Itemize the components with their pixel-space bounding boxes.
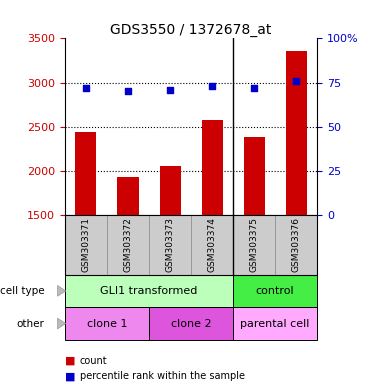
Text: GSM303371: GSM303371: [82, 217, 91, 272]
Text: GSM303372: GSM303372: [124, 217, 132, 272]
Text: cell type: cell type: [0, 286, 45, 296]
Bar: [201, 120, 223, 215]
Bar: [75, 132, 96, 215]
Text: count: count: [80, 356, 107, 366]
Bar: [118, 177, 138, 215]
Text: GSM303373: GSM303373: [165, 217, 174, 272]
Title: GDS3550 / 1372678_at: GDS3550 / 1372678_at: [111, 23, 272, 37]
Text: parental cell: parental cell: [240, 318, 310, 329]
Point: [293, 78, 299, 84]
Text: GSM303376: GSM303376: [292, 217, 301, 272]
Bar: [286, 51, 307, 215]
Text: ■: ■: [65, 371, 75, 381]
Text: other: other: [17, 318, 45, 329]
Point: [167, 86, 173, 93]
Point: [125, 88, 131, 94]
Text: clone 1: clone 1: [87, 318, 127, 329]
Point: [251, 85, 257, 91]
Text: GSM303375: GSM303375: [250, 217, 259, 272]
Text: ■: ■: [65, 356, 75, 366]
Text: control: control: [256, 286, 295, 296]
Text: clone 2: clone 2: [171, 318, 211, 329]
Bar: [160, 167, 181, 215]
Point: [83, 85, 89, 91]
Point: [209, 83, 215, 89]
Text: GLI1 transformed: GLI1 transformed: [100, 286, 198, 296]
Text: percentile rank within the sample: percentile rank within the sample: [80, 371, 245, 381]
Text: GSM303374: GSM303374: [208, 217, 217, 272]
Bar: [244, 137, 265, 215]
